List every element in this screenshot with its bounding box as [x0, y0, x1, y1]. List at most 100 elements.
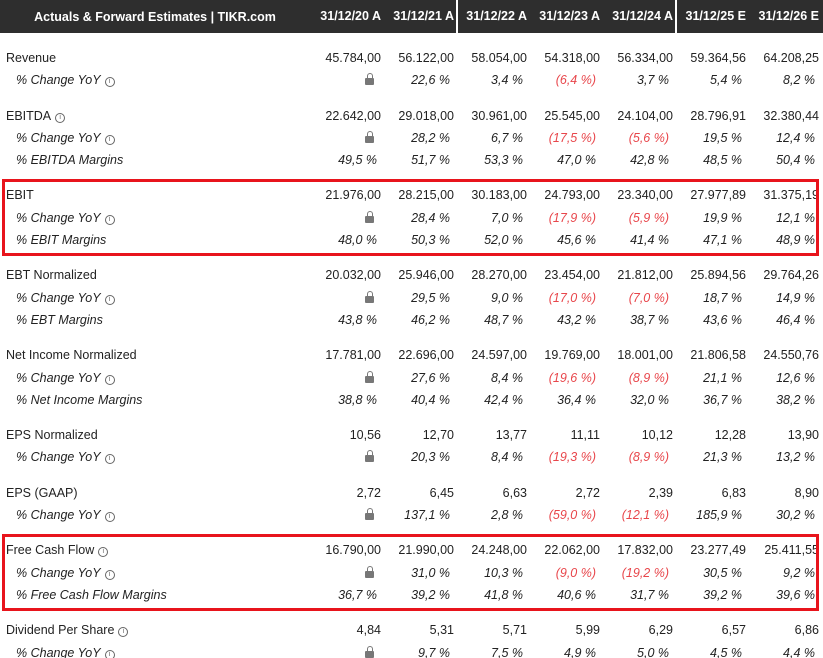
info-icon[interactable]: i: [104, 512, 115, 523]
table-row: % Net Income Margins 38,8 % 40,4 % 42,4 % 36…: [0, 389, 823, 411]
cell-value: 6,83: [721, 485, 746, 500]
row-label: Net Income Normalized: [0, 344, 310, 366]
metric-group: EPS (GAAP) 2,72 6,45 6,63 2,72 2,39 6,83 8,90 % …: [0, 482, 823, 527]
table-body: Revenue 45.784,00 56.122,00 58.054,00 54.318…: [0, 33, 823, 658]
info-icon[interactable]: i: [104, 134, 115, 145]
lock-icon[interactable]: [310, 504, 383, 526]
info-icon[interactable]: i: [104, 374, 115, 385]
row-label: EBT Normalized: [0, 264, 310, 286]
lock-icon[interactable]: [310, 562, 383, 584]
cell-value: 16.790,00: [325, 543, 381, 558]
column-header[interactable]: 31/12/25 E: [675, 0, 748, 33]
row-label-text: % Net Income Margins: [16, 392, 143, 407]
table-row: % Change YoY i 28,2 % 6,7 % (17,5 %) (5,6 %) 1…: [0, 127, 823, 149]
cell-value: 51,7 %: [411, 153, 450, 168]
row-label-text: EBT Normalized: [6, 268, 97, 283]
table-row: Net Income Normalized 17.781,00 22.696,00 2…: [0, 344, 823, 366]
cell-value: (59,0 %): [548, 508, 596, 523]
info-icon[interactable]: i: [118, 627, 129, 638]
table-row: Revenue 45.784,00 56.122,00 58.054,00 54.318…: [0, 47, 823, 69]
cell-value: 6,63: [502, 485, 527, 500]
cell-value: 38,8 %: [338, 392, 377, 407]
cell-value: (12,1 %): [621, 508, 669, 523]
info-icon[interactable]: i: [104, 454, 115, 465]
lock-icon[interactable]: [310, 642, 383, 658]
lock-icon[interactable]: [310, 69, 383, 91]
row-label: % Change YoY i: [0, 367, 310, 389]
cell-value: 30,2 %: [776, 508, 815, 523]
lock-icon[interactable]: [310, 446, 383, 468]
lock-icon[interactable]: [310, 287, 383, 309]
info-icon[interactable]: i: [104, 294, 115, 305]
cell-value: 47,0 %: [557, 153, 596, 168]
cell-value: 39,2 %: [411, 587, 450, 602]
cell-value: 12,1 %: [776, 210, 815, 225]
cell-value: 5,0 %: [637, 645, 669, 658]
cell-value: 19.769,00: [544, 348, 600, 363]
column-header[interactable]: 31/12/24 A: [612, 9, 673, 23]
row-label-text: % Change YoY: [16, 450, 101, 465]
cell-value: 8,2 %: [783, 73, 815, 88]
cell-value: 42,8 %: [630, 153, 669, 168]
column-header[interactable]: 31/12/21 A: [393, 9, 454, 23]
cell-value: 28,2 %: [411, 130, 450, 145]
cell-value: (19,2 %): [621, 565, 669, 580]
row-label-text: EPS Normalized: [6, 428, 98, 443]
row-label: Dividend Per Share i: [0, 619, 310, 641]
cell-value: 4,4 %: [783, 645, 815, 658]
cell-value: 29.764,26: [763, 268, 819, 283]
cell-value: 23.340,00: [617, 188, 673, 203]
table-row: % Free Cash Flow Margins 36,7 % 39,2 % 41,8…: [0, 584, 823, 606]
cell-value: 30.961,00: [471, 108, 527, 123]
cell-value: 31.375,19: [763, 188, 819, 203]
cell-value: 3,4 %: [491, 73, 523, 88]
table-title: Actuals & Forward Estimates | TIKR.com: [34, 9, 276, 24]
table-row: EBIT 21.976,00 28.215,00 30.183,00 24.793,00…: [0, 184, 823, 206]
info-icon[interactable]: i: [55, 112, 66, 123]
lock-icon[interactable]: [310, 207, 383, 229]
info-icon[interactable]: i: [104, 77, 115, 88]
row-label-text: EPS (GAAP): [6, 485, 78, 500]
lock-icon[interactable]: [310, 367, 383, 389]
cell-value: (5,9 %): [628, 210, 669, 225]
info-icon[interactable]: i: [98, 547, 109, 558]
cell-value: (8,9 %): [628, 450, 669, 465]
row-label: % Change YoY i: [0, 69, 310, 91]
table-row: EBITDA i 22.642,00 29.018,00 30.961,00 25.545…: [0, 105, 823, 127]
cell-value: 20.032,00: [325, 268, 381, 283]
cell-value: 50,3 %: [411, 233, 450, 248]
cell-value: 12,4 %: [776, 130, 815, 145]
cell-value: 22.062,00: [544, 543, 600, 558]
table-row: EPS Normalized 10,56 12,70 13,77 11,11 10,12 1…: [0, 424, 823, 446]
cell-value: 2,72: [356, 485, 381, 500]
cell-value: 7,0 %: [491, 210, 523, 225]
table-row: % Change YoY i 31,0 % 10,3 % (9,0 %) (19,2 %)…: [0, 562, 823, 584]
column-header[interactable]: 31/12/26 E: [758, 9, 819, 23]
cell-value: (6,4 %): [555, 73, 596, 88]
cell-value: 18.001,00: [617, 348, 673, 363]
metric-group: EBITDA i 22.642,00 29.018,00 30.961,00 25.545…: [0, 105, 823, 172]
cell-value: 46,2 %: [411, 312, 450, 327]
cell-value: 25.411,55: [764, 543, 819, 558]
cell-value: 28.215,00: [398, 188, 454, 203]
cell-value: 24.248,00: [471, 543, 527, 558]
info-icon[interactable]: i: [104, 569, 115, 580]
row-label-text: Revenue: [6, 51, 57, 65]
column-header[interactable]: 31/12/22 A: [456, 0, 529, 33]
info-icon[interactable]: i: [104, 649, 115, 658]
row-label: % Change YoY i: [0, 562, 310, 584]
cell-value: 30,5 %: [703, 565, 742, 580]
cell-value: 6,45: [429, 485, 454, 500]
cell-value: 6,7 %: [491, 130, 523, 145]
info-icon[interactable]: i: [104, 214, 115, 225]
cell-value: 41,4 %: [630, 233, 669, 248]
cell-value: 10,3 %: [484, 565, 523, 580]
cell-value: 56.122,00: [398, 51, 454, 65]
cell-value: 56.334,00: [617, 51, 673, 65]
column-header[interactable]: 31/12/20 A: [320, 9, 381, 23]
row-label-text: % EBIT Margins: [16, 233, 107, 248]
table-row: % EBITDA Margins 49,5 % 51,7 % 53,3 % 47,0 %…: [0, 149, 823, 171]
lock-icon[interactable]: [310, 127, 383, 149]
cell-value: 23.454,00: [544, 268, 600, 283]
column-header[interactable]: 31/12/23 A: [539, 9, 600, 23]
